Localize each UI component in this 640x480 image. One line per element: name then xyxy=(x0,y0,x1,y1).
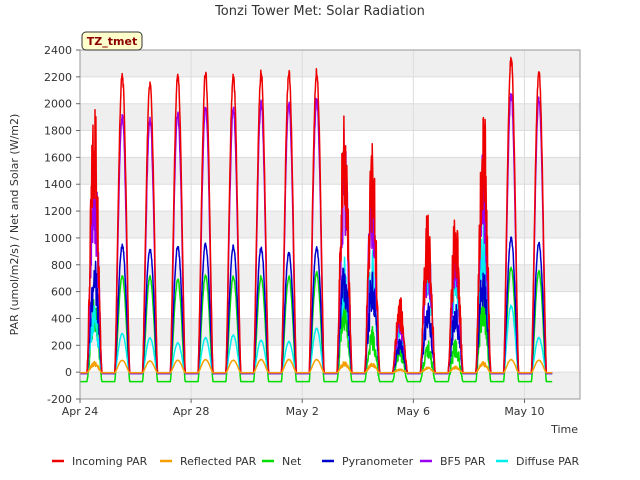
x-tick-label: Apr 28 xyxy=(173,405,210,418)
legend-label-bf5-par: BF5 PAR xyxy=(440,455,486,468)
plot-background xyxy=(80,50,580,399)
site-badge-text: TZ_tmet xyxy=(87,35,137,48)
plot-band xyxy=(80,372,580,399)
legend: Incoming PAR Reflected PAR Net Pyranometer B… xyxy=(52,455,580,468)
x-axis-label: Time xyxy=(550,423,578,436)
site-badge-box xyxy=(81,31,143,51)
x-tick-label: May 2 xyxy=(286,405,319,418)
y-axis-ticks: -200 0 200 400 600 800 1000 1200 1400 1600 1800 200… xyxy=(44,44,80,406)
y-tick-label: 0 xyxy=(65,366,72,379)
plot-band xyxy=(80,211,580,238)
series-layer xyxy=(79,56,553,383)
site-badge: TZ_tmet xyxy=(81,31,143,51)
plot-band xyxy=(80,50,580,77)
x-tick-label: May 6 xyxy=(397,405,430,418)
plot-frame xyxy=(79,49,581,400)
series-line-net xyxy=(79,266,553,383)
y-tick-label: 600 xyxy=(51,286,72,299)
series-line-reflected-par xyxy=(79,358,553,374)
y-tick-label: 2400 xyxy=(44,44,72,57)
legend-label-incoming-par: Incoming PAR xyxy=(72,455,148,468)
plot-band xyxy=(80,318,580,346)
y-tick-label: 800 xyxy=(51,259,72,272)
x-tick-label: Apr 24 xyxy=(62,405,99,418)
y-tick-label: 1400 xyxy=(44,178,72,191)
legend-label-reflected-par: Reflected PAR xyxy=(180,455,257,468)
y-tick-label: 1600 xyxy=(44,151,72,164)
y-tick-label: 1000 xyxy=(44,232,72,245)
plot-band xyxy=(80,157,580,185)
y-tick-label: 2000 xyxy=(44,98,72,111)
y-tick-label: 400 xyxy=(51,312,72,325)
legend-label-net: Net xyxy=(282,455,302,468)
y-tick-label: 1800 xyxy=(44,125,72,138)
x-axis-ticks: Apr 24 Apr 28 May 2 May 6 May 10 xyxy=(62,399,545,418)
y-tick-label: 1200 xyxy=(44,205,72,218)
y-tick-label: -200 xyxy=(47,393,72,406)
chart-title: Tonzi Tower Met: Solar Radiation xyxy=(214,4,425,19)
plot-band xyxy=(80,264,580,292)
y-tick-label: 2200 xyxy=(44,71,72,84)
plot-band xyxy=(80,103,580,131)
x-tick-label: May 10 xyxy=(504,405,544,418)
legend-label-pyranometer: Pyranometer xyxy=(342,455,414,468)
legend-label-diffuse-par: Diffuse PAR xyxy=(516,455,580,468)
y-axis-label: PAR (umol/m2/s) / Net and Solar (W/m2) xyxy=(8,114,21,336)
y-tick-label: 200 xyxy=(51,339,72,352)
